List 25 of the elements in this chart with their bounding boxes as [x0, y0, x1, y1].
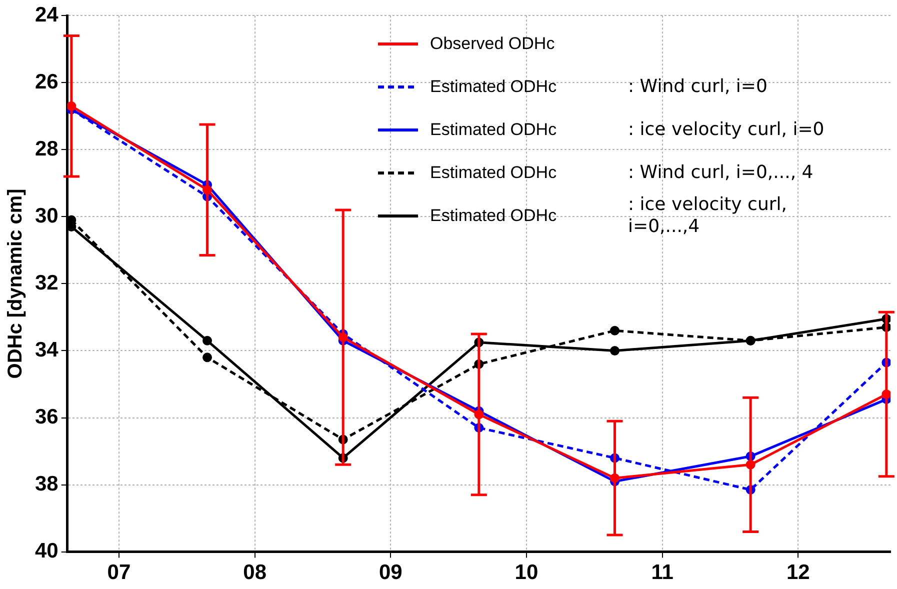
annotation: : ice velocity curl, i=0 [628, 118, 826, 142]
x-tick-label: 10 [514, 561, 538, 584]
x-tick-label: 12 [786, 561, 810, 584]
y-tick-label: 26 [35, 70, 58, 94]
y-tick-label: 34 [35, 338, 59, 362]
y-tick-label: 30 [35, 204, 58, 228]
x-tick-label: 11 [651, 561, 674, 584]
legend-label: Estimated ODHc [430, 76, 557, 96]
y-tick-label: 40 [35, 540, 58, 563]
x-tick-label: 07 [107, 561, 131, 584]
y-axis-title: ODHc [dynamic cm] [4, 188, 27, 379]
legend-label: Estimated ODHc [430, 206, 557, 226]
legend-label: Estimated ODHc [430, 120, 557, 140]
y-tick-label: 36 [35, 406, 58, 429]
legend-label: Observed ODHc [430, 34, 555, 54]
y-tick-label: 32 [35, 271, 58, 294]
legend-label: Estimated ODHc [430, 162, 557, 182]
annotation: : Wind curl, i=0,..., 4 [628, 160, 814, 184]
y-tick-label: 28 [35, 137, 59, 160]
y-tick-label: 24 [35, 3, 59, 26]
x-tick-label: 09 [378, 561, 402, 584]
y-tick-label: 38 [35, 472, 59, 496]
annotation: : ice velocity curl, i=0,...,4 [628, 194, 788, 238]
annotation: : Wind curl, i=0 [628, 74, 768, 98]
x-tick-label: 08 [243, 561, 267, 584]
